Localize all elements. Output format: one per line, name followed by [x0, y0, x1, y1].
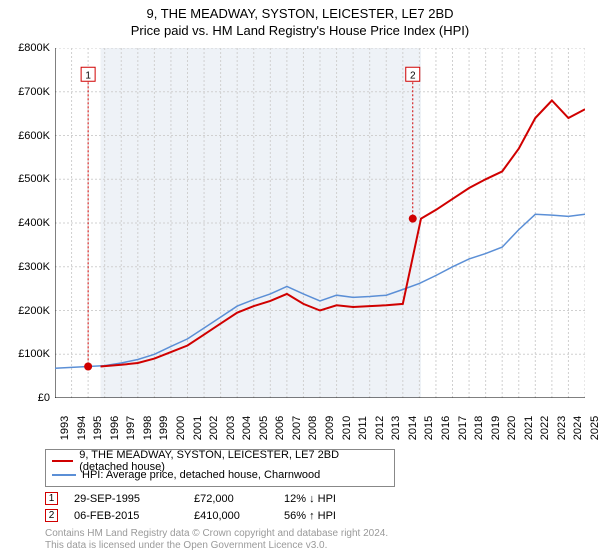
x-tick-label: 2000: [175, 416, 187, 440]
x-tick-label: 2016: [440, 416, 452, 440]
x-tick-label: 2011: [357, 416, 369, 440]
datapoint-date-2: 06-FEB-2015: [74, 510, 194, 522]
y-tick-label: £400K: [5, 217, 50, 229]
x-tick-label: 2015: [423, 416, 435, 440]
x-tick-label: 2002: [208, 416, 220, 440]
x-tick-label: 2022: [539, 416, 551, 440]
y-tick-label: £300K: [5, 261, 50, 273]
x-tick-label: 2018: [473, 416, 485, 440]
y-tick-label: £600K: [5, 130, 50, 142]
svg-text:2: 2: [410, 70, 416, 81]
chart-area: £0£100K£200K£300K£400K£500K£600K£700K£80…: [55, 48, 585, 428]
x-tick-label: 2009: [324, 416, 336, 440]
x-tick-label: 2005: [258, 416, 270, 440]
x-tick-label: 2024: [572, 416, 584, 440]
x-axis: 1993 1994 1995 1996 1997 1998 1999 2000 2001 2002…: [55, 400, 585, 440]
legend-label-hpi: HPI: Average price, detached house, Char…: [82, 469, 320, 481]
datapoint-marker-2: 2: [45, 509, 58, 522]
x-tick-label: 2003: [225, 416, 237, 440]
attribution-line1: Contains HM Land Registry data © Crown c…: [45, 528, 388, 540]
x-tick-label: 2007: [291, 416, 303, 440]
x-tick-label: 1994: [76, 416, 88, 440]
chart-container: 9, THE MEADWAY, SYSTON, LEICESTER, LE7 2…: [0, 0, 600, 560]
x-tick-label: 2013: [390, 416, 402, 440]
attribution-line2: This data is licensed under the Open Gov…: [45, 540, 388, 552]
legend-item-property: 9, THE MEADWAY, SYSTON, LEICESTER, LE7 2…: [52, 454, 388, 468]
legend-swatch-property: [52, 460, 73, 462]
x-tick-label: 1997: [125, 416, 137, 440]
datapoint-pct-2: 56% ↑ HPI: [284, 510, 384, 522]
datapoint-table: 1 29-SEP-1995 £72,000 12% ↓ HPI 2 06-FEB…: [45, 490, 384, 524]
x-tick-label: 2025: [589, 416, 600, 440]
legend: 9, THE MEADWAY, SYSTON, LEICESTER, LE7 2…: [45, 449, 395, 487]
x-tick-label: 2012: [374, 416, 386, 440]
y-tick-label: £0: [5, 392, 50, 404]
x-tick-label: 2001: [192, 416, 204, 440]
datapoint-marker-1: 1: [45, 492, 58, 505]
x-tick-label: 2023: [556, 416, 568, 440]
x-tick-label: 1996: [109, 416, 121, 440]
title-address: 9, THE MEADWAY, SYSTON, LEICESTER, LE7 2…: [0, 6, 600, 21]
legend-swatch-hpi: [52, 474, 76, 476]
x-tick-label: 2014: [407, 416, 419, 440]
chart-plot: 12: [55, 48, 585, 398]
datapoint-row-1: 1 29-SEP-1995 £72,000 12% ↓ HPI: [45, 490, 384, 507]
svg-text:1: 1: [85, 70, 91, 81]
x-tick-label: 1998: [142, 416, 154, 440]
y-tick-label: £800K: [5, 42, 50, 54]
datapoint-price-2: £410,000: [194, 510, 284, 522]
x-tick-label: 2010: [341, 416, 353, 440]
x-tick-label: 2017: [457, 416, 469, 440]
x-tick-label: 2020: [506, 416, 518, 440]
y-tick-label: £100K: [5, 348, 50, 360]
attribution: Contains HM Land Registry data © Crown c…: [45, 528, 388, 552]
x-tick-label: 2004: [241, 416, 253, 440]
x-tick-label: 1995: [92, 416, 104, 440]
x-tick-label: 2006: [274, 416, 286, 440]
datapoint-price-1: £72,000: [194, 493, 284, 505]
x-tick-label: 2008: [307, 416, 319, 440]
x-tick-label: 2019: [490, 416, 502, 440]
x-tick-label: 2021: [523, 416, 535, 440]
y-tick-label: £500K: [5, 173, 50, 185]
y-tick-label: £700K: [5, 86, 50, 98]
title-subtitle: Price paid vs. HM Land Registry's House …: [0, 23, 600, 38]
x-tick-label: 1999: [158, 416, 170, 440]
datapoint-pct-1: 12% ↓ HPI: [284, 493, 384, 505]
datapoint-row-2: 2 06-FEB-2015 £410,000 56% ↑ HPI: [45, 507, 384, 524]
title-block: 9, THE MEADWAY, SYSTON, LEICESTER, LE7 2…: [0, 0, 600, 38]
y-axis: £0£100K£200K£300K£400K£500K£600K£700K£80…: [5, 48, 50, 398]
y-tick-label: £200K: [5, 305, 50, 317]
datapoint-date-1: 29-SEP-1995: [74, 493, 194, 505]
x-tick-label: 1993: [59, 416, 71, 440]
